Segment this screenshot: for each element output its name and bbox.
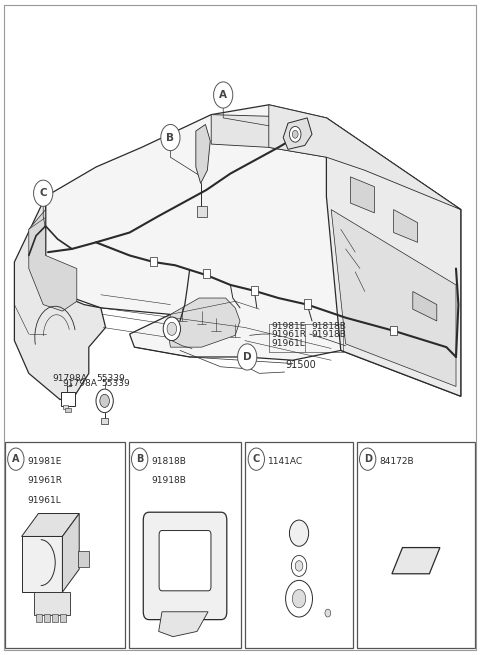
Circle shape [8,448,24,470]
Text: 91918B: 91918B [152,476,187,485]
Polygon shape [158,612,208,637]
Text: C: C [252,454,260,464]
Bar [34,592,70,615]
Polygon shape [14,196,106,400]
Polygon shape [283,118,312,149]
Text: 91500: 91500 [286,360,316,370]
Text: D: D [243,352,252,362]
Text: D: D [364,454,372,464]
Bar [78,551,89,567]
Polygon shape [211,115,326,157]
Polygon shape [46,105,461,396]
Text: 91798A: 91798A [62,379,97,388]
Polygon shape [413,291,437,321]
Bar [197,206,207,217]
Text: B: B [167,132,174,143]
Text: 91981E: 91981E [271,322,306,331]
Polygon shape [22,536,62,592]
Circle shape [325,609,331,617]
Bar [304,299,311,309]
Circle shape [214,82,233,108]
Circle shape [96,389,113,413]
Bar [245,442,353,648]
Bar [65,408,71,412]
Bar [357,442,475,648]
Text: 55339: 55339 [101,379,130,388]
Circle shape [292,130,298,138]
Polygon shape [350,177,374,213]
Bar [150,257,157,266]
Bar [52,614,58,622]
Text: 91818B: 91818B [311,322,346,331]
Polygon shape [168,298,240,347]
Bar [44,614,50,622]
Bar [61,392,75,406]
Polygon shape [22,514,79,536]
Bar [63,405,68,409]
Circle shape [291,555,307,576]
Text: C: C [39,188,47,198]
FancyBboxPatch shape [143,512,227,620]
Text: 55339: 55339 [96,374,125,383]
Circle shape [161,124,180,151]
Text: 1141AC: 1141AC [268,457,303,466]
Bar [251,286,258,295]
Text: A: A [12,454,20,464]
Text: 91961L: 91961L [28,496,61,505]
Bar [390,326,397,335]
Polygon shape [29,210,77,311]
Polygon shape [392,548,440,574]
Circle shape [289,126,301,142]
Bar [36,614,42,622]
Circle shape [163,317,180,341]
Text: 84172B: 84172B [380,457,414,466]
Circle shape [295,561,303,571]
Circle shape [360,448,376,470]
Text: 91818B: 91818B [152,457,187,466]
Bar [101,418,108,424]
Circle shape [100,394,109,407]
Text: 91918B: 91918B [311,330,346,339]
Circle shape [132,448,148,470]
Circle shape [289,520,309,546]
Polygon shape [196,124,210,183]
Circle shape [292,590,306,608]
Text: B: B [136,454,144,464]
Text: A: A [219,90,227,100]
Bar [203,269,210,278]
Polygon shape [394,210,418,242]
Polygon shape [62,514,79,592]
Polygon shape [269,105,461,210]
Text: 91798A: 91798A [53,374,88,383]
Text: 91961L: 91961L [271,339,305,348]
Bar [60,614,66,622]
Text: 91961R: 91961R [28,476,63,485]
Bar [129,442,241,648]
Text: 91961R: 91961R [271,330,306,339]
Circle shape [167,322,177,335]
Text: 91981E: 91981E [28,457,62,466]
Circle shape [248,448,264,470]
Circle shape [286,580,312,617]
Bar [5,442,125,648]
Polygon shape [326,118,461,396]
Circle shape [238,344,257,370]
FancyBboxPatch shape [159,531,211,591]
Polygon shape [331,210,456,386]
Circle shape [34,180,53,206]
